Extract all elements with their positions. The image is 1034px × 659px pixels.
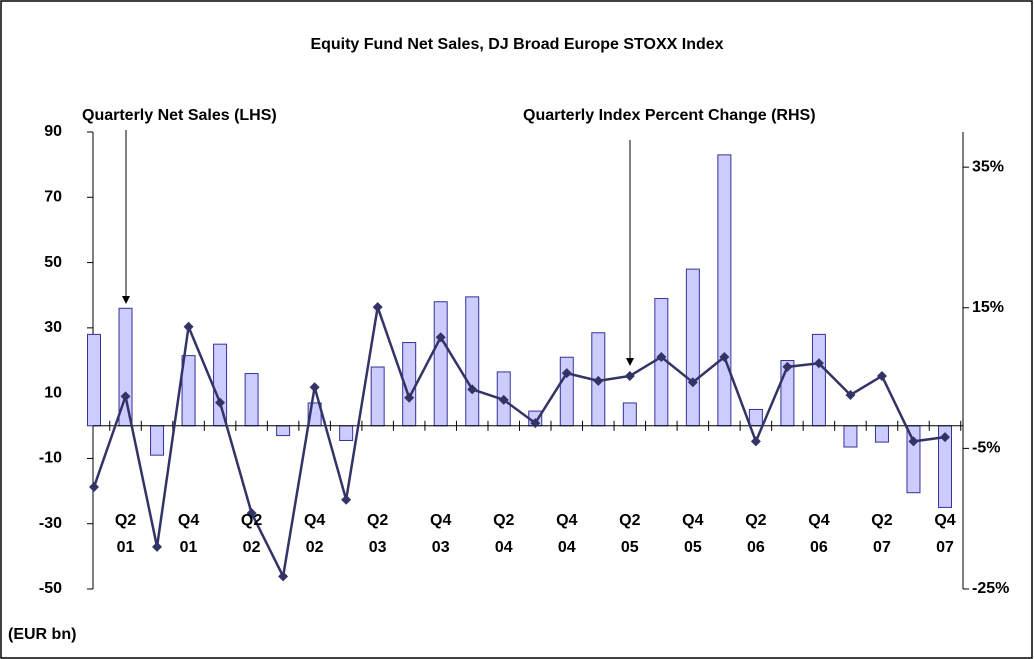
x-tick-label: Q4 05 (682, 512, 704, 556)
bar (906, 425, 921, 494)
y-axis-label: (EUR bn) (8, 626, 76, 643)
marker (876, 370, 887, 381)
marker (435, 332, 446, 343)
marker (908, 436, 919, 447)
x-tick-label: Q2 01 (114, 512, 137, 556)
x-tick-label: Q2 07 (871, 512, 893, 556)
marker (656, 351, 667, 362)
y2-tick-label: -25% (972, 580, 1009, 597)
bar (748, 408, 763, 427)
marker (467, 384, 478, 395)
marker (309, 382, 320, 393)
y-tick-label: -50 (39, 580, 62, 597)
y-tick-label: 30 (44, 319, 62, 336)
line (92, 306, 946, 581)
bar (717, 154, 732, 427)
y-tick-label: 90 (44, 123, 62, 140)
marker (782, 361, 793, 372)
marker (940, 432, 950, 443)
marker (845, 389, 856, 400)
marker (561, 368, 572, 379)
marker (215, 397, 226, 408)
bar (685, 268, 700, 427)
marker (813, 358, 824, 369)
x-tick-label: Q2 04 (493, 512, 515, 556)
y-tick-label: -30 (39, 515, 62, 532)
marker (120, 391, 131, 402)
x-tick-label: Q4 03 (430, 512, 452, 556)
chart-title: Equity Fund Net Sales, DJ Broad Europe S… (310, 36, 723, 53)
bar (622, 402, 637, 427)
y2-tick-label: -5% (972, 440, 1000, 457)
marker (341, 494, 352, 505)
marker (750, 436, 761, 447)
x-tick-label: Q4 06 (808, 512, 830, 556)
x-tick-label: Q2 05 (619, 512, 641, 556)
annotation: Quarterly Net Sales (LHS) (82, 107, 277, 124)
x-tick-label: Q4 04 (556, 512, 578, 556)
y-tick-label: 10 (44, 384, 62, 401)
x-tick-label: Q2 02 (240, 512, 263, 556)
marker (183, 321, 194, 332)
marker (719, 351, 730, 362)
marker (246, 508, 257, 519)
bar (244, 373, 259, 427)
bar (874, 425, 889, 443)
bar (465, 296, 480, 427)
x-tick-label: Q4 07 (934, 512, 956, 556)
x-tick-label: Q2 06 (745, 512, 767, 556)
bar (811, 333, 826, 427)
bar (213, 343, 228, 427)
marker (372, 302, 383, 313)
marker (530, 418, 541, 429)
y-tick-label: -10 (39, 450, 62, 467)
marker (152, 541, 163, 552)
bar (150, 425, 165, 456)
x-tick-label: Q4 01 (177, 512, 200, 556)
marker (89, 482, 99, 493)
arrow-head (122, 296, 130, 304)
annotation: Quarterly Index Percent Change (RHS) (523, 107, 816, 124)
marker (593, 375, 604, 386)
bar (87, 333, 101, 427)
x-tick-label: Q2 03 (366, 512, 389, 556)
y-tick-label: 70 (44, 189, 62, 206)
y-tick-label: 50 (44, 254, 62, 271)
y2-tick-label: 35% (972, 158, 1004, 175)
bar (370, 366, 385, 427)
marker (624, 370, 635, 381)
marker (404, 392, 415, 403)
marker (687, 377, 698, 388)
bar (433, 301, 448, 427)
bar (339, 425, 354, 441)
bar (276, 425, 291, 437)
bar (843, 425, 858, 448)
y2-tick-label: 15% (972, 299, 1004, 316)
x-tick-label: Q4 02 (303, 512, 326, 556)
marker (278, 571, 289, 582)
marker (498, 394, 509, 405)
arrow-head (626, 358, 634, 366)
bar (559, 356, 574, 427)
